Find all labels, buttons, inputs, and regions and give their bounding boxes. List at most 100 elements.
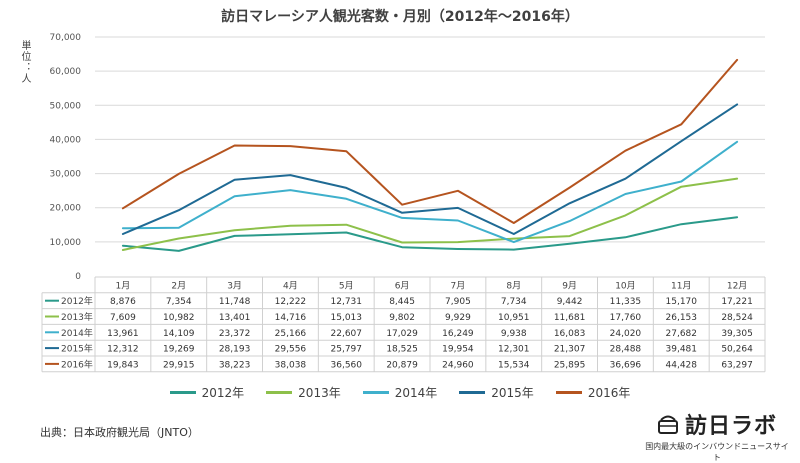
data-label: 50,264 (721, 345, 753, 355)
table-series-name: 2013年 (61, 311, 93, 323)
data-label: 19,843 (107, 360, 139, 370)
data-label: 63,297 (721, 360, 753, 370)
data-label: 25,797 (331, 345, 363, 355)
data-label: 7,905 (445, 297, 471, 307)
line-chart: 0 10,000 20,000 30,000 40,000 50,000 60,000 70,… (41, 33, 766, 373)
x-tick-label: 3月 (227, 280, 242, 291)
data-label: 14,109 (163, 329, 195, 339)
data-label: 7,354 (166, 297, 192, 307)
legend-swatch (555, 391, 582, 394)
table-series-name: 2015年 (61, 343, 93, 355)
data-label: 14,716 (275, 313, 307, 323)
data-label: 19,269 (163, 345, 195, 355)
legend: 2012年 2013年 2014年 2015年 2016年 (0, 384, 800, 401)
data-label: 39,305 (721, 329, 753, 339)
legend-item: 2013年 (266, 384, 341, 401)
data-label: 13,961 (107, 329, 139, 339)
legend-label: 2015年 (491, 386, 534, 400)
data-label: 11,335 (610, 297, 642, 307)
data-label: 28,524 (721, 313, 753, 323)
data-label: 27,682 (666, 329, 698, 339)
legend-item: 2015年 (459, 384, 534, 401)
data-label: 9,802 (389, 313, 415, 323)
series-lines (121, 58, 739, 252)
brand-tagline: 国内最大級のインバウンドニュースサイト (645, 442, 789, 462)
legend-label: 2014年 (394, 386, 438, 400)
x-tick-label: 12月 (727, 280, 747, 291)
data-label: 11,681 (554, 313, 586, 323)
legend-label: 2013年 (298, 386, 341, 400)
x-tick-label: 9月 (562, 280, 577, 291)
x-tick-label: 7月 (451, 280, 466, 291)
y-tick-label: 40,000 (50, 135, 82, 145)
data-label: 10,982 (163, 313, 195, 323)
data-label: 20,879 (386, 360, 418, 370)
data-label: 26,153 (666, 313, 698, 323)
y-tick-label: 20,000 (50, 204, 82, 214)
x-tick-label: 6月 (395, 280, 410, 291)
data-label: 17,221 (721, 297, 753, 307)
legend-item: 2016年 (555, 384, 631, 401)
y-tick-label: 60,000 (50, 67, 82, 77)
data-label: 22,607 (331, 329, 363, 339)
suitcase-icon (657, 415, 678, 434)
x-tick-label: 1月 (116, 280, 131, 291)
x-tick-label: 2月 (171, 280, 186, 291)
unit-label: 単位：人 (19, 40, 30, 84)
data-label: 39,481 (666, 345, 698, 355)
data-label: 13,401 (219, 313, 251, 323)
series-line-2012年 (121, 216, 739, 252)
data-label: 23,372 (219, 329, 251, 339)
legend-item: 2012年 (169, 384, 245, 401)
data-label: 44,428 (666, 360, 698, 370)
legend-swatch (459, 391, 486, 394)
series-line-2013年 (121, 177, 739, 251)
data-label: 38,223 (219, 360, 251, 370)
chart-title: 訪日マレーシア人観光客数・月別（2012年～2016年） (221, 9, 579, 25)
series-line-2014年 (121, 140, 739, 244)
brand-logo: 訪日ラボ 国内最大級のインバウンドニュースサイト (642, 408, 792, 463)
table-series-name: 2016年 (61, 358, 93, 370)
legend-item: 2014年 (362, 384, 438, 401)
series-line-2016年 (121, 58, 739, 224)
data-label: 15,534 (498, 360, 530, 370)
data-label: 12,731 (331, 297, 363, 307)
y-tick-label: 70,000 (50, 33, 82, 43)
source-note: 出典：日本政府観光局（JNTO） (40, 426, 199, 439)
data-label: 29,556 (275, 345, 307, 355)
data-label: 12,222 (275, 297, 307, 307)
data-label: 21,307 (554, 345, 586, 355)
data-label: 36,560 (331, 360, 363, 370)
series-line-2015年 (121, 103, 739, 235)
legend-swatch (266, 391, 293, 394)
y-axis-ticks: 0 10,000 20,000 30,000 40,000 50,000 60,000 70,… (50, 33, 82, 282)
data-label: 24,020 (610, 329, 642, 339)
data-label: 15,170 (666, 297, 698, 307)
x-tick-label: 11月 (671, 280, 691, 291)
data-label: 24,960 (442, 360, 474, 370)
data-label: 17,029 (386, 329, 418, 339)
data-label: 38,038 (275, 360, 307, 370)
gridlines (95, 36, 765, 243)
data-label: 12,301 (498, 345, 530, 355)
table-series-name: 2012年 (61, 295, 93, 307)
x-tick-label: 4月 (283, 280, 298, 291)
legend-label: 2012年 (201, 386, 245, 400)
data-label: 9,442 (557, 297, 583, 307)
data-label: 15,013 (331, 313, 363, 323)
data-label: 9,929 (445, 313, 471, 323)
data-label: 8,445 (389, 297, 415, 307)
data-label: 16,249 (442, 329, 474, 339)
y-tick-label: 30,000 (50, 170, 82, 180)
data-label: 10,951 (498, 313, 530, 323)
data-label: 9,938 (501, 329, 527, 339)
y-tick-label: 10,000 (50, 238, 82, 248)
data-label: 28,193 (219, 345, 251, 355)
data-label: 19,954 (442, 345, 474, 355)
legend-swatch (362, 391, 389, 394)
legend-label: 2016年 (587, 386, 631, 400)
data-label: 16,083 (554, 329, 586, 339)
data-label: 7,734 (501, 297, 527, 307)
data-label: 17,760 (610, 313, 642, 323)
y-tick-label: 0 (75, 272, 81, 282)
